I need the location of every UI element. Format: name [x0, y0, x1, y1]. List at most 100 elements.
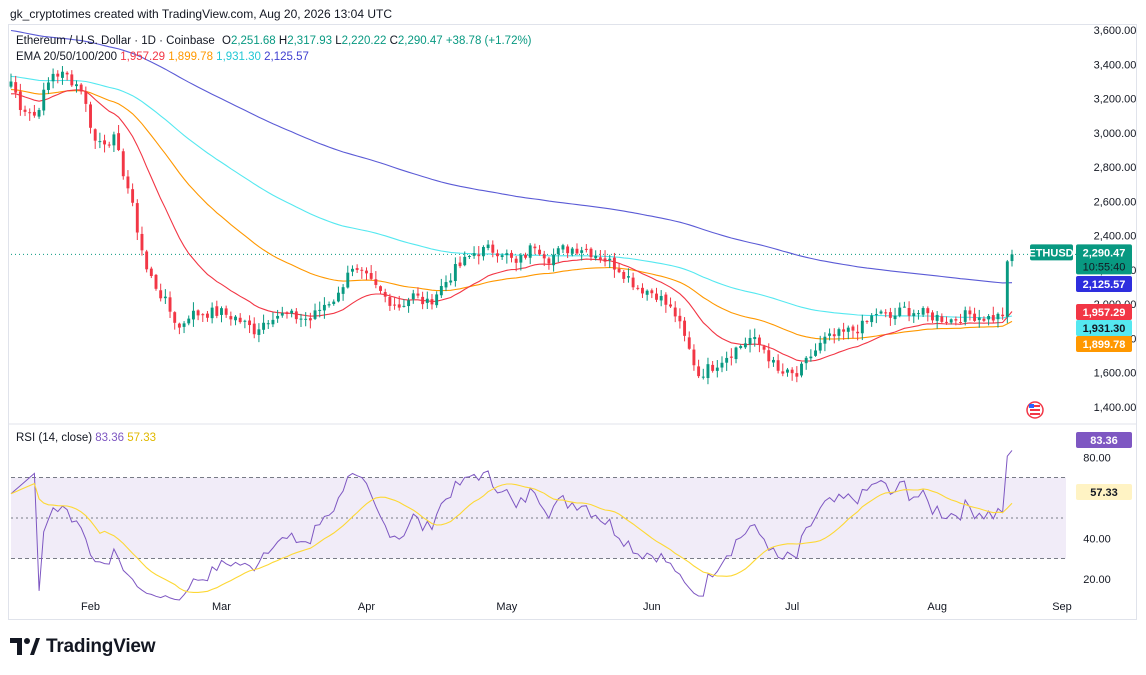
candle [561, 243, 565, 254]
candle [757, 334, 761, 353]
candle-body [556, 248, 560, 255]
candle [580, 246, 584, 261]
candle [271, 312, 275, 328]
candle-body [280, 313, 284, 316]
ema50-line [10, 89, 1013, 340]
candle [276, 309, 280, 323]
candle-body [561, 245, 565, 250]
candle [547, 256, 551, 270]
candle-body [963, 310, 967, 322]
candle [56, 70, 60, 84]
candle [131, 183, 135, 207]
candle-body [664, 294, 668, 305]
candle [931, 310, 934, 323]
candle-body [879, 311, 883, 314]
candle-body [655, 293, 658, 300]
candle [837, 327, 841, 342]
candle [851, 324, 855, 339]
candle-body [341, 287, 345, 294]
candle-body [220, 308, 223, 315]
candle [575, 243, 579, 256]
candle-body [355, 268, 359, 270]
candle-body [421, 296, 425, 305]
candle-body [107, 144, 111, 146]
candle-body [814, 350, 817, 356]
candle-body [786, 369, 789, 373]
candle [776, 354, 780, 374]
tradingview-logo-icon [10, 638, 40, 655]
candle [584, 244, 588, 253]
candle-body [435, 294, 439, 306]
candle-body [706, 364, 710, 379]
candle-body [61, 71, 64, 78]
candle-body [669, 304, 672, 307]
candle [224, 305, 228, 318]
candle-body [360, 269, 364, 271]
candle-body [781, 371, 785, 374]
candle-body [89, 104, 92, 128]
candle [828, 328, 832, 341]
chart-frame [8, 24, 1137, 620]
candle [902, 301, 906, 308]
rsi-ma-tag-bg [1076, 484, 1132, 500]
candle-body [874, 314, 878, 316]
candle-body [444, 282, 448, 288]
candle-body [626, 276, 630, 278]
candle-body [229, 316, 233, 320]
candle-body [636, 287, 640, 289]
candle-body [238, 317, 242, 323]
candle [655, 287, 658, 303]
candle [594, 250, 598, 261]
candle [846, 325, 850, 340]
candle-body [486, 244, 490, 249]
ema20-tag: 1,957.29 [1076, 304, 1132, 320]
candle-body [46, 82, 50, 90]
ema50-value: 1,899.78 [168, 51, 213, 63]
candle [664, 292, 668, 313]
candle-body [884, 312, 888, 314]
price-axis-tick: 1,600.00 [1094, 368, 1137, 380]
high-value: 2,317.93 [287, 35, 332, 47]
candle-body [121, 151, 125, 177]
ema20-tag-text: 1,957.29 [1083, 307, 1126, 319]
ethusd-tag: ETHUSD 2,290.47 10:55:40 [1028, 244, 1132, 275]
candle-body [234, 316, 237, 321]
ethusd-name-text: ETHUSD [1028, 247, 1073, 259]
low-label: L [335, 35, 342, 47]
time-axis-tick: Aug [927, 601, 947, 613]
candle-body [215, 306, 219, 316]
candle-body [828, 333, 832, 336]
candle-body [135, 203, 139, 233]
candle [641, 283, 644, 298]
candle-body [1001, 314, 1005, 317]
candle [46, 77, 50, 95]
candle-body [823, 336, 827, 344]
candle [491, 240, 495, 258]
ema-layer [10, 29, 1013, 362]
candle [107, 141, 111, 148]
candle [425, 291, 429, 309]
candle-body [481, 246, 485, 257]
open-label: O [221, 35, 231, 47]
candle [234, 315, 237, 326]
candle-body [753, 337, 757, 340]
candle-body [23, 109, 27, 112]
candle-body [617, 268, 621, 273]
tradingview-logo[interactable]: TradingView [10, 636, 156, 658]
candle-body [893, 315, 897, 320]
candle [949, 318, 953, 325]
candle-body [959, 322, 962, 324]
candle [75, 80, 78, 93]
candle [608, 254, 612, 268]
candle [481, 245, 485, 261]
candle [149, 266, 153, 279]
candle-body [612, 257, 616, 270]
candle-body [126, 176, 130, 189]
candle [916, 310, 920, 320]
candle [299, 313, 303, 327]
candle [355, 264, 359, 274]
candle-body [683, 320, 687, 336]
candle [692, 344, 696, 371]
candle-body [505, 253, 509, 256]
